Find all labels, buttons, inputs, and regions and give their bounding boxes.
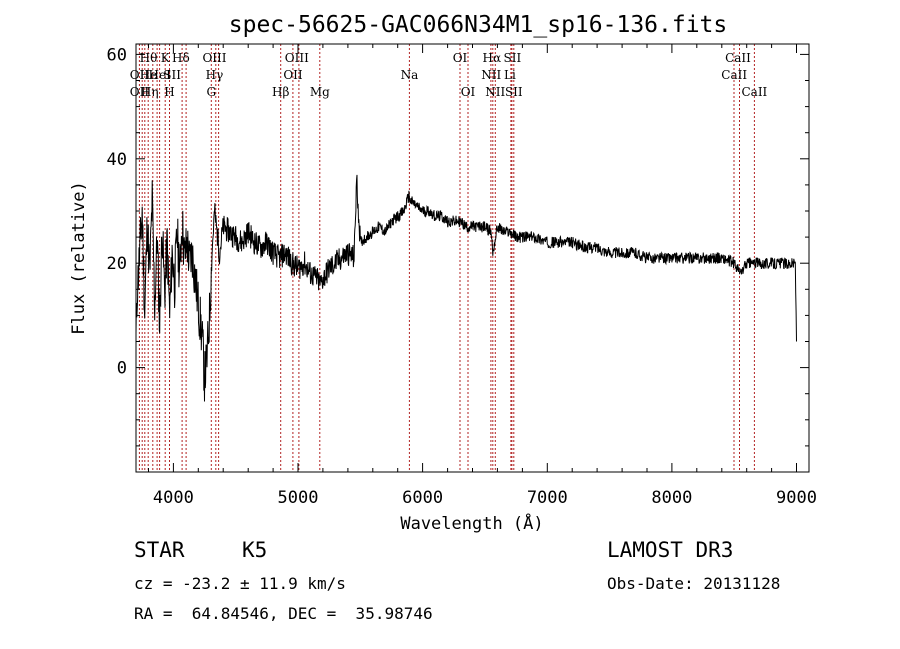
line-label-17: Li	[504, 68, 516, 82]
line-label-19: OII	[130, 85, 150, 99]
line-label-25: OI	[461, 85, 476, 99]
y-tick-label: 60	[107, 45, 127, 65]
line-label-2: Hδ	[172, 51, 190, 65]
y-tick-label: 20	[107, 254, 127, 274]
line-label-20: Hη	[141, 85, 159, 99]
line-label-14: OII	[283, 68, 303, 82]
spectrum-series	[135, 174, 797, 402]
redshift-cz: cz = -23.2 ± 11.9 km/s	[134, 574, 346, 593]
line-label-8: CaII	[725, 51, 751, 65]
line-label-7: SII	[504, 51, 522, 65]
x-tick-label: 7000	[527, 488, 568, 508]
line-label-6: Hα	[483, 51, 502, 65]
x-tick-label: 8000	[651, 488, 692, 508]
line-label-21: H	[164, 85, 174, 99]
line-label-24: Mg	[310, 85, 330, 99]
x-tick-label: 5000	[278, 488, 319, 508]
object-class: STAR	[134, 538, 185, 562]
line-label-0: Hθ	[140, 51, 158, 65]
x-tick-label: 4000	[153, 488, 194, 508]
line-label-26: NII	[485, 85, 505, 99]
line-label-22: G	[207, 85, 217, 99]
object-subclass: K5	[242, 538, 268, 562]
flux-line	[135, 174, 797, 402]
line-label-9: OII	[130, 68, 150, 82]
line-label-15: Na	[401, 68, 419, 82]
y-axis: 0 20 40 60	[107, 45, 809, 473]
survey-name: LAMOST DR3	[607, 538, 734, 562]
line-label-1: K	[161, 51, 171, 65]
line-label-16: NII	[481, 68, 501, 82]
line-label-18: CaII	[721, 68, 747, 82]
x-tick-label: 9000	[776, 488, 817, 508]
line-label-3: OIII	[202, 51, 226, 65]
x-axis-label: Wavelength (Å)	[400, 512, 543, 534]
x-tick-label: 6000	[402, 488, 443, 508]
line-label-28: CaII	[741, 85, 767, 99]
line-label-12: SII	[163, 68, 181, 82]
y-tick-label: 40	[107, 150, 127, 170]
y-axis-label: Flux (relative)	[69, 181, 89, 335]
line-label-10: He	[140, 68, 158, 82]
x-axis: 4000 5000 6000 7000 8000 9000	[148, 44, 817, 508]
ra-dec-coordinates: RA = 64.84546, DEC = 35.98746	[134, 604, 433, 623]
chart-title: spec-56625-GAC066N34M1_sp16-136.fits	[229, 12, 728, 38]
line-label-27: SII	[505, 85, 523, 99]
line-label-13: Hγ	[206, 68, 224, 82]
y-tick-label: 0	[117, 359, 127, 379]
line-label-23: Hβ	[272, 85, 289, 99]
observation-date: Obs-Date: 20131128	[607, 574, 781, 593]
line-label-4: OIII	[285, 51, 309, 65]
line-label-5: OI	[453, 51, 468, 65]
line-label-11: HeI	[149, 68, 172, 82]
